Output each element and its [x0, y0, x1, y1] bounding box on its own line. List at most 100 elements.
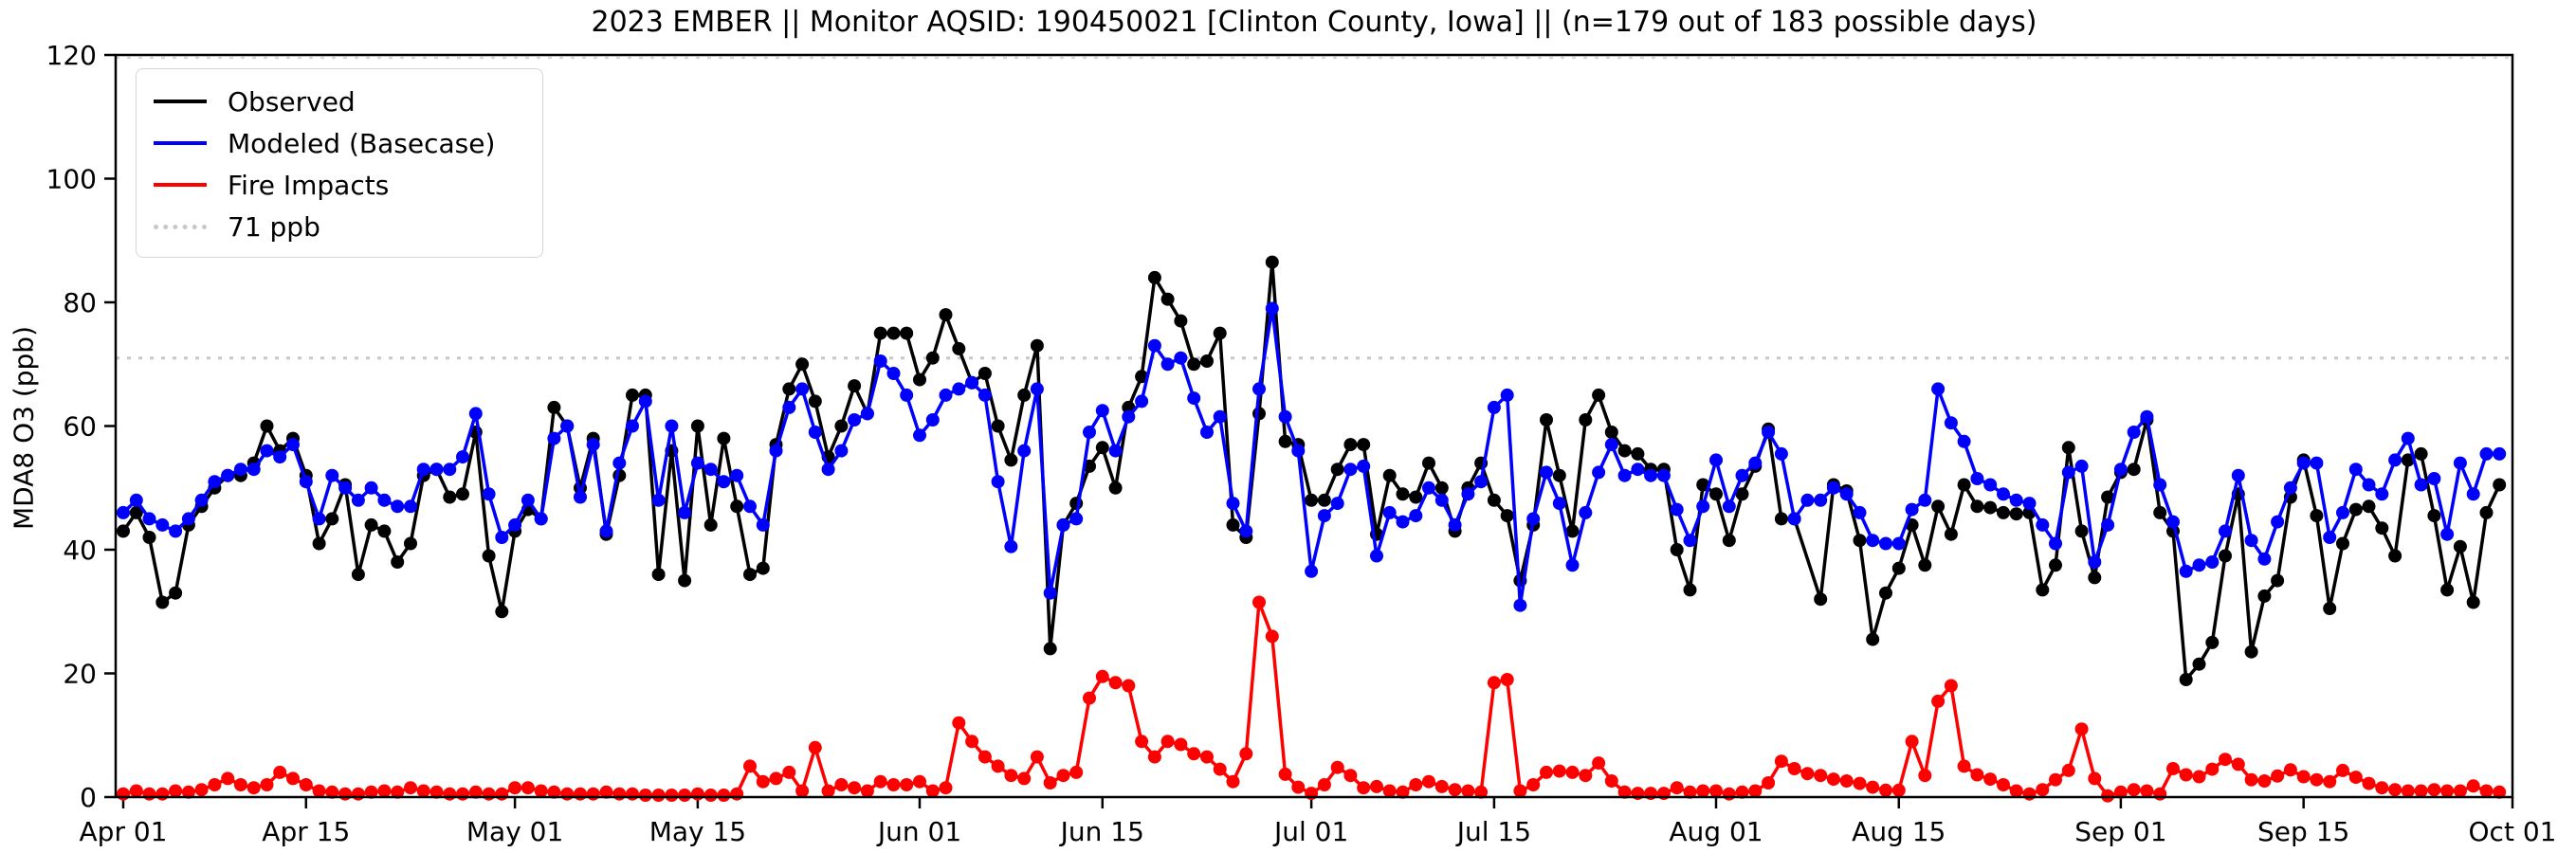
modeled-basecase-point [756, 517, 770, 532]
observed-point [886, 326, 901, 340]
fire-impacts-point [939, 781, 953, 795]
fire-impacts-point [521, 781, 535, 795]
fire-impacts-point [1434, 779, 1449, 793]
observed-point [443, 490, 457, 504]
fire-impacts-point [1826, 772, 1840, 787]
fire-impacts-point [612, 787, 627, 801]
modeled-basecase-point [2323, 531, 2337, 544]
observed-point [1997, 505, 2010, 519]
observed-point [1579, 413, 1593, 426]
fire-impacts-point [2049, 772, 2062, 787]
modeled-basecase-point [142, 512, 156, 526]
modeled-basecase-point [1709, 453, 1723, 467]
modeled-basecase-point [1160, 357, 1175, 372]
fire-impacts-point [560, 787, 575, 801]
modeled-basecase-point [2074, 459, 2089, 473]
observed-point [2362, 499, 2376, 514]
modeled-basecase-point [1931, 382, 1946, 396]
y-tick-label: 60 [63, 411, 97, 443]
observed-point [1226, 517, 1240, 532]
fire-impacts-point [2219, 753, 2232, 767]
modeled-basecase-point [1631, 463, 1645, 477]
modeled-basecase-point [1656, 468, 1671, 482]
modeled-basecase-point [456, 450, 469, 464]
fire-impacts-point [2414, 784, 2428, 798]
modeled-basecase-point [2219, 524, 2232, 538]
observed-point [1722, 534, 1736, 548]
fire-impacts-point [364, 785, 378, 799]
fire-impacts-point [626, 787, 639, 801]
modeled-basecase-point [521, 493, 535, 507]
legend-item-observed: Observed [154, 81, 525, 122]
modeled-line-swatch [154, 141, 207, 145]
fire-impacts-point [1931, 694, 1946, 708]
modeled-basecase-point [1565, 558, 1580, 572]
modeled-basecase-point [429, 463, 444, 477]
fire-impacts-point [1540, 765, 1553, 779]
modeled-basecase-point [1826, 481, 1840, 495]
modeled-basecase-point [534, 512, 548, 526]
modeled-basecase-point [991, 475, 1005, 489]
fire-impacts-point [1187, 747, 1201, 761]
observed-point [1814, 592, 1828, 607]
observed-point [1343, 438, 1358, 452]
fire-impacts-point [2244, 772, 2258, 787]
modeled-basecase-point [221, 468, 235, 482]
fire-impacts-point [2401, 784, 2415, 798]
observed-point [1017, 388, 1032, 402]
fire-impacts-point [2310, 772, 2324, 787]
modeled-basecase-point [1030, 382, 1044, 396]
fire-impacts-point [834, 778, 849, 791]
modeled-basecase-point [181, 512, 195, 526]
observed-point [626, 388, 639, 402]
fire-impacts-point [1278, 767, 1292, 781]
fire-impacts-point [848, 781, 862, 795]
fire-impacts-point [1474, 785, 1489, 799]
observed-point [2088, 571, 2102, 585]
y-tick-label: 80 [63, 287, 97, 318]
fire-impacts-point [404, 781, 417, 795]
observed-point [808, 394, 822, 408]
modeled-basecase-point [717, 475, 731, 489]
modeled-basecase-point [586, 438, 600, 452]
fire-impacts-point [247, 781, 261, 795]
observed-point [1330, 463, 1344, 477]
fire-impacts-point [1382, 784, 1397, 798]
modeled-basecase-point [1434, 493, 1449, 507]
fire-impacts-point [325, 785, 339, 799]
modeled-basecase-point [913, 428, 926, 443]
modeled-basecase-point [1552, 497, 1566, 511]
modeled-basecase-point [1853, 505, 1867, 519]
fire-impacts-point [2153, 787, 2167, 801]
fire-impacts-point [730, 787, 744, 801]
modeled-basecase-point [848, 413, 862, 426]
fire-impacts-point [2179, 768, 2193, 782]
fire-impacts-point [2101, 789, 2115, 803]
observed-point [925, 351, 940, 365]
modeled-basecase-point [834, 444, 849, 458]
modeled-basecase-point [404, 499, 417, 514]
observed-point [404, 536, 417, 551]
observed-point [1696, 478, 1710, 492]
modeled-basecase-point [1800, 493, 1815, 507]
fire-impacts-point [391, 785, 405, 799]
observed-point [117, 524, 130, 538]
modeled-basecase-point [1382, 505, 1397, 519]
observed-point [2414, 446, 2428, 461]
modeled-basecase-point [2179, 564, 2193, 578]
modeled-basecase-point [1083, 426, 1096, 439]
fire-impacts-point [690, 787, 704, 801]
fire-impacts-point [2257, 774, 2272, 788]
modeled-basecase-point [2427, 472, 2441, 485]
modeled-basecase-point [299, 475, 313, 489]
fire-impacts-point [273, 765, 287, 779]
observed-point [1095, 441, 1109, 455]
fire-impacts-point [2088, 771, 2102, 786]
observed-point [834, 419, 849, 433]
fire-impacts-point [1762, 776, 1776, 789]
modeled-basecase-point [1774, 446, 1788, 461]
modeled-basecase-point [2283, 481, 2297, 495]
modeled-basecase-point [1957, 434, 1971, 448]
modeled-basecase-point [1814, 493, 1828, 507]
